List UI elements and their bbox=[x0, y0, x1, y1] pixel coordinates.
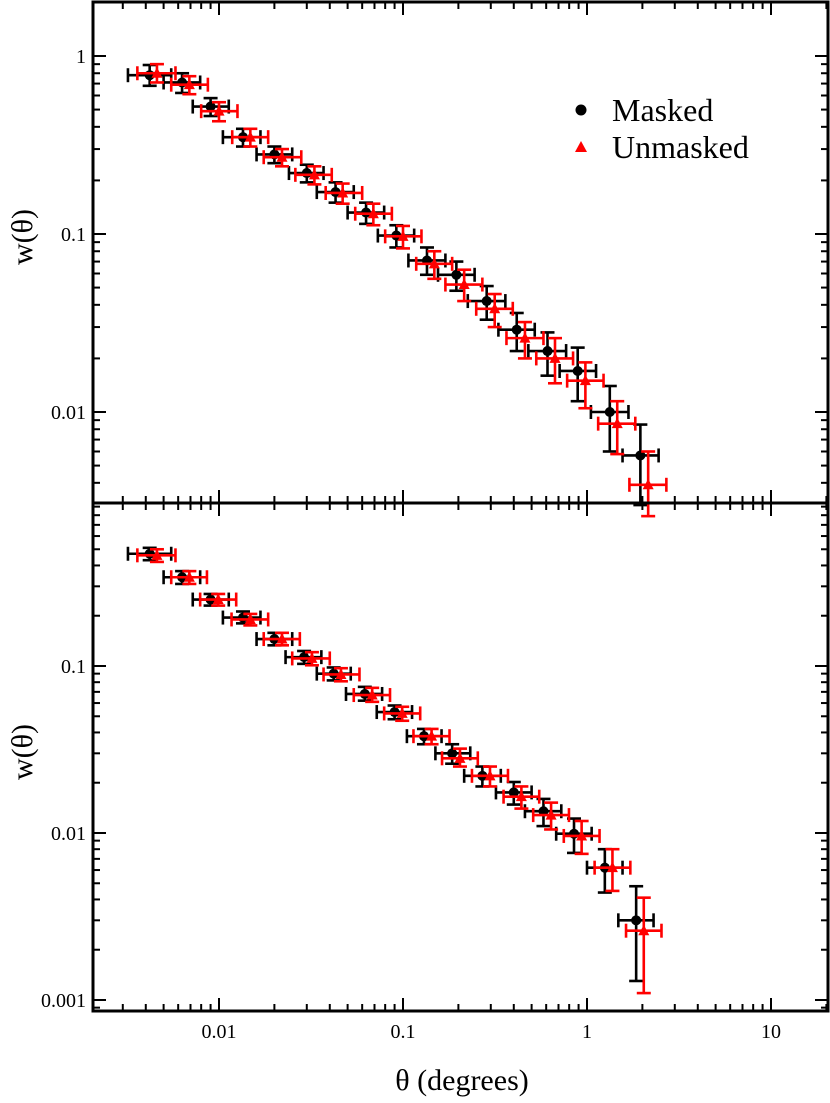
bottom-panel-y-axis-label: w(θ) bbox=[6, 724, 39, 780]
unmasked-point bbox=[606, 861, 618, 873]
unmasked-point bbox=[426, 730, 438, 741]
x-tick-label: 1 bbox=[582, 1021, 592, 1043]
bottom-panel-frame bbox=[91, 501, 830, 1013]
unmasked-point bbox=[638, 924, 650, 936]
unmasked-point bbox=[397, 230, 409, 241]
unmasked-point bbox=[642, 478, 654, 490]
unmasked-point bbox=[366, 689, 378, 700]
masked-point bbox=[604, 407, 615, 417]
masked-point bbox=[508, 787, 519, 798]
unmasked-point bbox=[576, 829, 588, 841]
masked-point bbox=[542, 346, 553, 357]
legend-unmasked-marker bbox=[575, 141, 587, 152]
unmasked-point bbox=[489, 302, 501, 314]
x-tick-label: 0.1 bbox=[391, 1021, 416, 1043]
unmasked-point bbox=[183, 78, 195, 90]
unmasked-point bbox=[396, 707, 408, 718]
unmasked-point bbox=[212, 593, 224, 605]
masked-point bbox=[538, 806, 549, 817]
y-tick-label: 1 bbox=[76, 46, 86, 68]
bottom-panel-data bbox=[126, 546, 663, 995]
legend-masked-marker bbox=[575, 104, 587, 116]
unmasked-point bbox=[611, 417, 623, 429]
unmasked-point bbox=[484, 769, 496, 781]
unmasked-point bbox=[367, 207, 379, 219]
unmasked-point bbox=[454, 752, 466, 763]
unmasked-point bbox=[151, 67, 163, 78]
top-panel: 0.01 0.1 1 w(θ) Masked Unmasked bbox=[6, 0, 830, 518]
masked-point bbox=[447, 748, 458, 759]
masked-point bbox=[301, 168, 312, 179]
x-tick-label: 10 bbox=[761, 1021, 781, 1043]
unmasked-point bbox=[244, 131, 256, 142]
masked-point bbox=[205, 101, 216, 112]
masked-point bbox=[451, 269, 462, 280]
unmasked-point bbox=[337, 186, 349, 198]
unmasked-point bbox=[183, 571, 195, 582]
unmasked-point bbox=[458, 278, 470, 290]
unmasked-point bbox=[335, 668, 347, 679]
unmasked-point bbox=[151, 549, 163, 560]
masked-point bbox=[572, 365, 583, 376]
legend-unmasked-label: Unmasked bbox=[612, 129, 749, 165]
y-tick-label: 0.01 bbox=[51, 823, 86, 845]
masked-error-bar bbox=[589, 384, 630, 453]
masked-point bbox=[631, 915, 642, 926]
y-tick-label: 0.1 bbox=[61, 656, 86, 678]
unmasked-point bbox=[519, 332, 531, 343]
bottom-panel: 0.01 0.1 1 10 0.001 0.01 0.1 w(θ) θ (degrees) bbox=[6, 501, 830, 1097]
legend-masked-label: Masked bbox=[612, 92, 713, 128]
legend: Masked Unmasked bbox=[575, 92, 749, 165]
y-tick-label: 0.01 bbox=[51, 402, 86, 424]
x-tick-label: 0.01 bbox=[202, 1021, 237, 1043]
masked-point bbox=[635, 450, 646, 461]
unmasked-error-bar bbox=[444, 268, 484, 303]
y-tick-label: 0.001 bbox=[41, 990, 86, 1012]
unmasked-point bbox=[276, 151, 288, 162]
unmasked-point bbox=[306, 652, 318, 663]
unmasked-point bbox=[428, 257, 440, 269]
unmasked-point bbox=[515, 790, 527, 802]
unmasked-point bbox=[579, 374, 591, 386]
masked-point bbox=[481, 296, 492, 307]
unmasked-point bbox=[308, 168, 320, 180]
unmasked-point bbox=[545, 809, 557, 820]
unmasked-point bbox=[549, 352, 561, 363]
unmasked-point bbox=[276, 633, 288, 644]
unmasked-point bbox=[213, 105, 225, 116]
unmasked-error-bar bbox=[624, 896, 663, 995]
y-tick-label: 0.1 bbox=[61, 224, 86, 246]
masked-point bbox=[511, 324, 522, 335]
top-panel-y-axis-label: w(θ) bbox=[6, 209, 39, 265]
unmasked-point bbox=[244, 613, 256, 624]
top-panel-data bbox=[126, 62, 668, 518]
x-axis-label: θ (degrees) bbox=[395, 1064, 528, 1097]
